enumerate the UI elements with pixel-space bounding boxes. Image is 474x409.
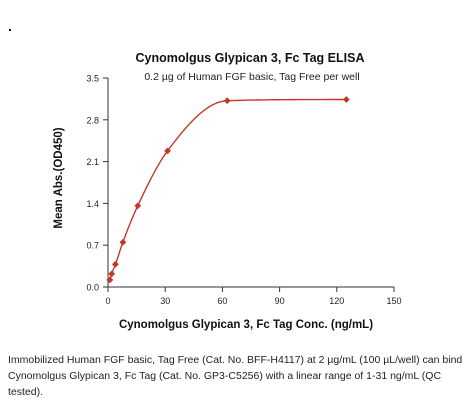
bullet-mark: . xyxy=(8,18,12,34)
data-point xyxy=(119,238,127,246)
axes xyxy=(107,78,394,288)
y-tick-label: 3.5 xyxy=(86,74,99,84)
x-tick-label: 0 xyxy=(105,296,110,306)
fit-curve-layer xyxy=(109,98,347,281)
data-points xyxy=(106,96,350,284)
data-point xyxy=(223,97,231,105)
x-tick-label: 30 xyxy=(160,296,170,306)
x-axis-label: Cynomolgus Glypican 3, Fc Tag Conc. (ng/… xyxy=(119,319,373,331)
y-tick-label: 0.7 xyxy=(86,241,99,251)
fit-curve xyxy=(109,98,347,281)
chart-title: Cynomolgus Glypican 3, Fc Tag ELISA xyxy=(136,51,365,65)
ticks: 0.0 0.7 1.4 2.1 2.8 3.5 0 30 60 90 120 150 xyxy=(86,74,401,307)
data-point xyxy=(134,202,142,210)
elisa-chart: Cynomolgus Glypican 3, Fc Tag ELISA 0.2 … xyxy=(53,51,402,331)
y-tick-label: 2.1 xyxy=(86,157,99,167)
x-tick-label: 150 xyxy=(386,296,401,306)
data-point xyxy=(112,260,119,268)
data-point xyxy=(342,96,350,103)
data-point xyxy=(164,147,171,155)
chart-subtitle: 0.2 µg of Human FGF basic, Tag Free per … xyxy=(144,71,359,83)
figure-caption: Immobilized Human FGF basic, Tag Free (C… xyxy=(8,354,463,398)
y-tick-label: 1.4 xyxy=(86,199,99,209)
y-tick-label: 0.0 xyxy=(86,283,99,293)
y-tick-label: 2.8 xyxy=(86,115,99,125)
y-axis-label: Mean Abs.(OD450) xyxy=(53,127,65,228)
x-tick-label: 120 xyxy=(329,296,344,306)
data-point xyxy=(108,270,116,278)
x-tick-label: 60 xyxy=(217,296,227,306)
x-tick-label: 90 xyxy=(275,296,285,306)
data-point xyxy=(106,276,114,284)
